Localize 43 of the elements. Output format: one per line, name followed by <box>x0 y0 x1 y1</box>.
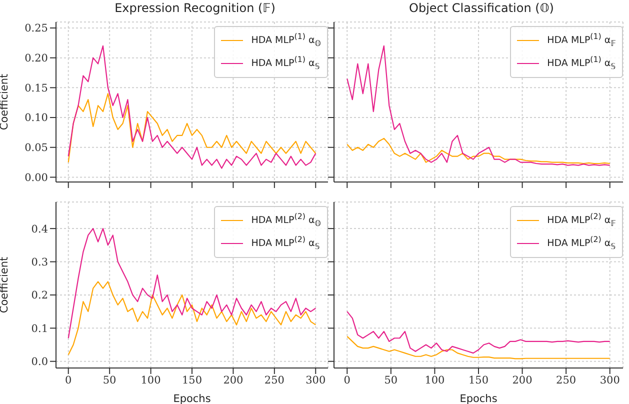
x-tick-label: 100 <box>424 374 445 386</box>
x-tick-label: 0 <box>344 374 350 386</box>
y-axis-title: Coefficient <box>0 74 11 130</box>
x-axis-title: Epochs <box>460 393 498 404</box>
x-tick-label: 200 <box>512 374 532 386</box>
chart-title: Expression Recognition (𝔽) <box>114 0 276 17</box>
line-series <box>68 228 316 339</box>
chart-title: Object Classification (𝕆) <box>408 0 555 17</box>
x-tick-label: 300 <box>306 374 326 386</box>
y-tick-label: 0.3 <box>31 256 48 268</box>
y-tick-label: 0.25 <box>24 22 48 35</box>
y-tick-label: 0.4 <box>31 223 48 236</box>
legend-label: HDA MLP$^{(2)}$ α$_{𝕆}$ <box>251 211 321 230</box>
y-tick-label: 0.2 <box>31 290 48 302</box>
x-tick-label: 0 <box>65 374 72 386</box>
x-tick-label: 250 <box>264 374 284 386</box>
x-tick-label: 250 <box>556 374 576 386</box>
line-series <box>68 45 316 169</box>
x-tick-label: 50 <box>384 374 398 386</box>
legend-label: HDA MLP$^{(2)}$ α$_{𝔽}$ <box>547 211 616 230</box>
legend-label: HDA MLP$^{(1)}$ α$_{𝕆}$ <box>251 31 321 50</box>
y-tick-label: 0.05 <box>24 142 48 154</box>
x-tick-label: 50 <box>102 374 116 386</box>
legend-label: HDA MLP$^{(1)}$ α$_{𝔽}$ <box>547 31 616 50</box>
legend-label: HDA MLP$^{(1)}$ α$_{𝕊}$ <box>547 54 616 74</box>
y-tick-label: 0.20 <box>24 52 48 65</box>
legend-label: HDA MLP$^{(2)}$ α$_{𝕊}$ <box>547 234 616 254</box>
x-axis-title: Epochs <box>173 393 211 404</box>
legend-label: HDA MLP$^{(2)}$ α$_{𝕊}$ <box>251 234 320 254</box>
y-tick-label: 0.0 <box>31 356 48 368</box>
line-series <box>68 93 316 163</box>
y-tick-label: 0.1 <box>31 322 48 335</box>
x-tick-label: 150 <box>468 374 489 386</box>
y-axis-title: Coefficient <box>0 256 11 314</box>
x-tick-label: 200 <box>223 374 244 386</box>
y-tick-label: 0.10 <box>24 112 48 124</box>
legend-label: HDA MLP$^{(1)}$ α$_{𝕊}$ <box>251 54 320 74</box>
line-series <box>68 281 316 356</box>
x-tick-label: 300 <box>600 374 620 386</box>
x-tick-label: 150 <box>182 374 202 386</box>
y-tick-label: 0.15 <box>24 82 48 94</box>
x-tick-label: 100 <box>140 374 161 386</box>
y-tick-label: 0.00 <box>24 172 48 184</box>
